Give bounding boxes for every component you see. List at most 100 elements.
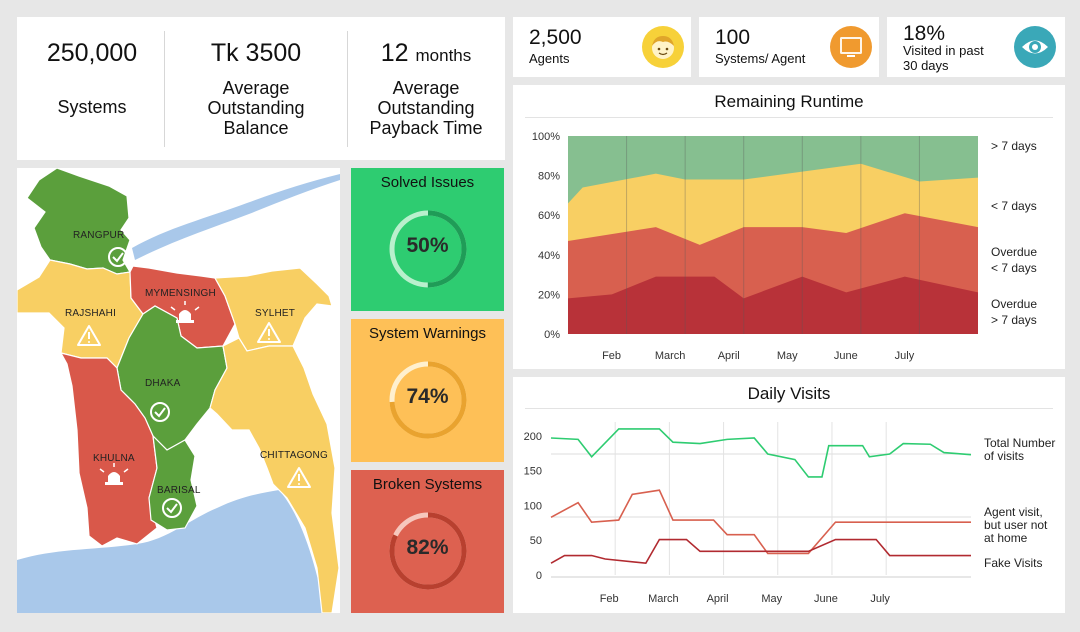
tile-broken-systems[interactable]: Broken Systems 82% (351, 470, 504, 613)
stat-label: Average Outstanding Balance (207, 78, 305, 138)
warning-icon (287, 467, 311, 488)
warning-icon (257, 322, 281, 343)
x-tick-label: July (895, 350, 915, 362)
region-label: RAJSHAHI (65, 308, 117, 319)
river (132, 174, 340, 260)
stat-value: Tk 3500 (210, 39, 302, 67)
y-tick-label: 0% (544, 329, 560, 341)
chart-title: Daily Visits (747, 384, 831, 403)
bay-of-bengal (17, 490, 325, 613)
y-tick-label: 80% (538, 171, 560, 183)
progress-ring (389, 512, 467, 590)
remaining-runtime-chart: Remaining Runtime 0% 20% 40% 60% 80% 100% Feb M… (513, 85, 1065, 369)
kpi-label: Agents (529, 51, 570, 66)
legend-entry: Overdue (991, 245, 1037, 259)
legend-entry: Overdue (991, 297, 1037, 311)
legend-entry: < 7 days (991, 261, 1037, 275)
check-icon (108, 247, 128, 267)
x-tick-label: April (718, 350, 740, 362)
y-tick-label: 20% (538, 289, 560, 301)
check-icon (150, 402, 170, 422)
summary-stats-panel: 250,000 Systems Tk 3500 Average Outstandi… (17, 17, 505, 160)
divider (525, 117, 1053, 118)
y-tick-label: 100% (532, 131, 560, 143)
y-tick-label: 50 (530, 535, 542, 547)
check-icon (162, 498, 182, 518)
region-label: CHITTAGONG (260, 450, 328, 461)
region-map: RANGPUR MYMENSINGH RAJSHAHI SYLHET DHAKA… (17, 168, 340, 613)
legend-entry: of visits (984, 449, 1024, 463)
progress-ring (389, 210, 467, 288)
stat-value: 250,000 (46, 39, 138, 67)
stat-payback-time: 12 months Average Outstanding Payback Time (347, 17, 505, 160)
region-label: MYMENSINGH (145, 288, 216, 299)
kpi-label: Systems/ Agent (715, 51, 806, 66)
alarm-icon (99, 463, 129, 485)
stat-systems: 250,000 Systems (17, 17, 167, 160)
area-series (568, 276, 978, 334)
y-tick-label: 60% (538, 210, 560, 222)
region-chittagong[interactable] (209, 337, 340, 613)
region-label: KHULNA (93, 453, 135, 464)
runtime-plot: 0% 20% 40% 60% 80% 100% Feb March April May June Ju… (532, 131, 1037, 362)
face-icon (642, 26, 684, 68)
divider (164, 31, 165, 147)
tile-percent: 82% (406, 536, 449, 559)
region-label: SYLHET (255, 308, 296, 319)
region-barisal[interactable] (148, 434, 198, 531)
region-label: BARISAL (157, 485, 201, 496)
x-tick-label: Feb (602, 350, 621, 362)
tile-solved-issues[interactable]: Solved Issues 50% (351, 168, 504, 311)
y-tick-label: 150 (524, 466, 542, 478)
x-tick-label: July (870, 593, 890, 605)
kpi-value: 18% (903, 22, 946, 45)
kpi-value: 2,500 (529, 26, 582, 49)
divider (347, 31, 348, 147)
legend-entry: Agent visit, (984, 505, 1043, 519)
progress-ring (389, 361, 467, 439)
tile-title: Solved Issues (380, 174, 475, 191)
region-khulna[interactable] (59, 352, 158, 547)
x-tick-label: March (655, 350, 686, 362)
x-tick-label: April (707, 593, 729, 605)
y-tick-label: 0 (536, 570, 542, 582)
region-sylhet[interactable] (214, 267, 333, 352)
kpi-value: 100 (715, 26, 751, 49)
eye-icon (1014, 26, 1056, 68)
tile-title: Broken Systems (372, 476, 483, 493)
legend-entry: at home (984, 531, 1028, 545)
stat-label: Average Outstanding Payback Time (369, 78, 483, 138)
x-tick-label: March (648, 593, 679, 605)
stat-average-balance: Tk 3500 Average Outstanding Balance (167, 17, 345, 160)
legend-entry: < 7 days (991, 199, 1037, 213)
kpi-visited: 18% Visited in past 30 days (887, 17, 1065, 77)
legend-entry: Fake Visits (984, 556, 1042, 570)
x-tick-label: June (834, 350, 858, 362)
legend-entry: Total Number (984, 436, 1055, 450)
region-label: DHAKA (145, 378, 181, 389)
y-tick-label: 200 (524, 431, 542, 443)
kpi-agents: 2,500 Agents (513, 17, 691, 77)
x-tick-label: Feb (600, 593, 619, 605)
line-series (550, 489, 971, 555)
tile-percent: 50% (406, 234, 449, 257)
x-tick-label: June (814, 593, 838, 605)
visits-plot: 0 50 100 150 200 Feb March April May June July Tota… (524, 422, 1055, 605)
chart-title: Remaining Runtime (714, 92, 864, 111)
legend-entry: but user not (984, 518, 1048, 532)
warning-icon (77, 325, 101, 346)
divider (525, 408, 1053, 409)
tile-title: System Warnings (369, 325, 486, 342)
tile-system-warnings[interactable]: System Warnings 74% (351, 319, 504, 462)
kpi-systems-per-agent: 100 Systems/ Agent (699, 17, 879, 77)
y-tick-label: 40% (538, 250, 560, 262)
line-series (550, 538, 971, 565)
stat-label: Systems (57, 97, 127, 117)
tile-percent: 74% (406, 385, 449, 408)
monitor-icon (830, 26, 872, 68)
kpi-label: Visited in past 30 days (903, 43, 984, 73)
legend-entry: > 7 days (991, 313, 1037, 327)
x-tick-label: May (761, 593, 782, 605)
daily-visits-chart: Daily Visits 0 50 100 150 200 Feb March April Ma… (513, 377, 1065, 613)
stat-value: 12 months (380, 39, 472, 67)
